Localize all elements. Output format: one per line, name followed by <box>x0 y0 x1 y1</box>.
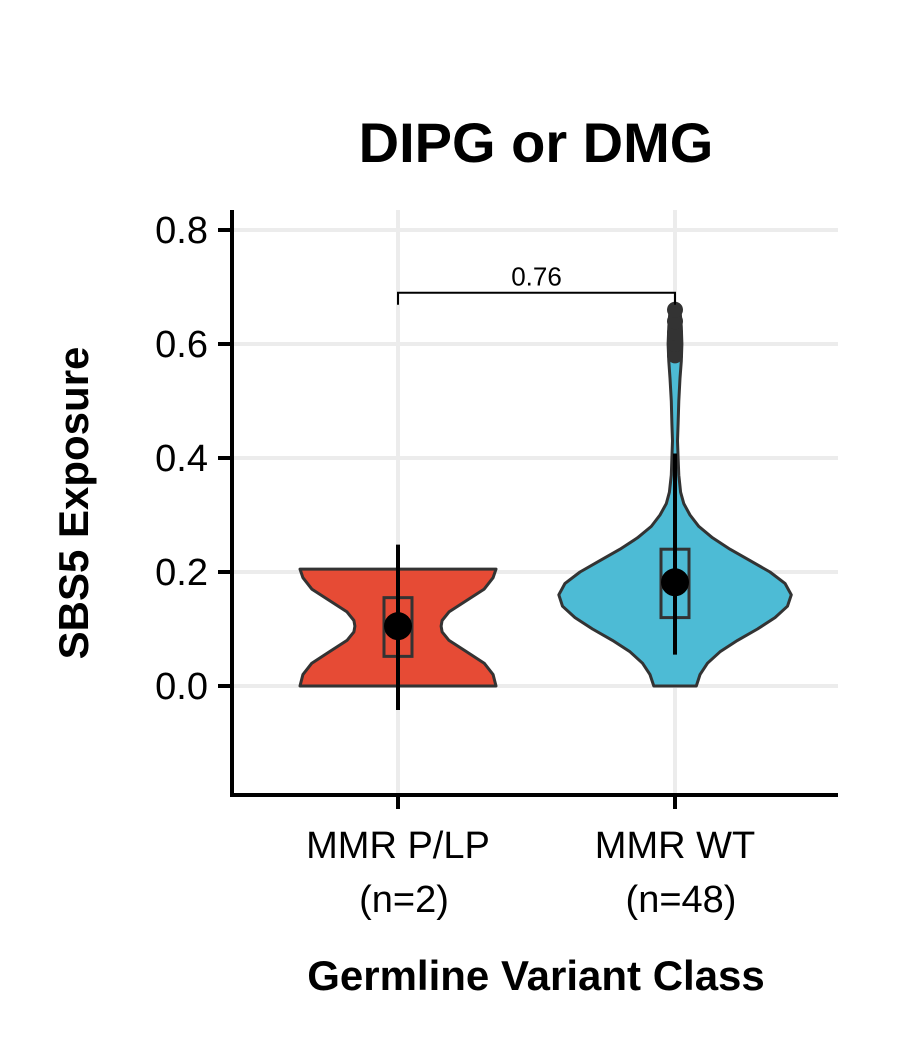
mean-point-1 <box>384 612 412 641</box>
y-tick-label: 0.0 <box>155 666 208 708</box>
outlier-point <box>667 336 683 352</box>
x-axis-title: Germline Variant Class <box>307 952 765 999</box>
p-value-label: 0.76 <box>511 262 562 292</box>
y-tick-label: 0.8 <box>155 210 208 252</box>
gridlines <box>232 210 838 795</box>
outlier-point <box>667 301 683 318</box>
mean-point-2 <box>661 568 689 597</box>
bracket-line <box>397 291 676 305</box>
x-tick-sublabel: (n=48) <box>626 879 737 921</box>
x-tick-sublabel: (n=2) <box>359 879 449 921</box>
chart-title: DIPG or DMG <box>359 111 714 174</box>
outlier-point <box>667 347 683 364</box>
y-tick-label: 0.4 <box>155 438 208 480</box>
y-tick-label: 0.2 <box>155 552 208 594</box>
y-axis-title: SBS5 Exposure <box>50 347 97 660</box>
y-tick-label: 0.6 <box>155 324 208 366</box>
axes: 0.0 0.2 0.4 0.6 0.8 MMR P/LP (n=2) MMR WT (n=48) <box>155 210 838 921</box>
outlier-point <box>667 313 683 330</box>
significance-bracket: 0.76 <box>397 262 676 305</box>
x-tick-label: MMR WT <box>595 825 755 867</box>
x-tick-label: MMR P/LP <box>306 825 490 867</box>
violins <box>298 301 793 710</box>
outlier-point <box>667 324 683 341</box>
